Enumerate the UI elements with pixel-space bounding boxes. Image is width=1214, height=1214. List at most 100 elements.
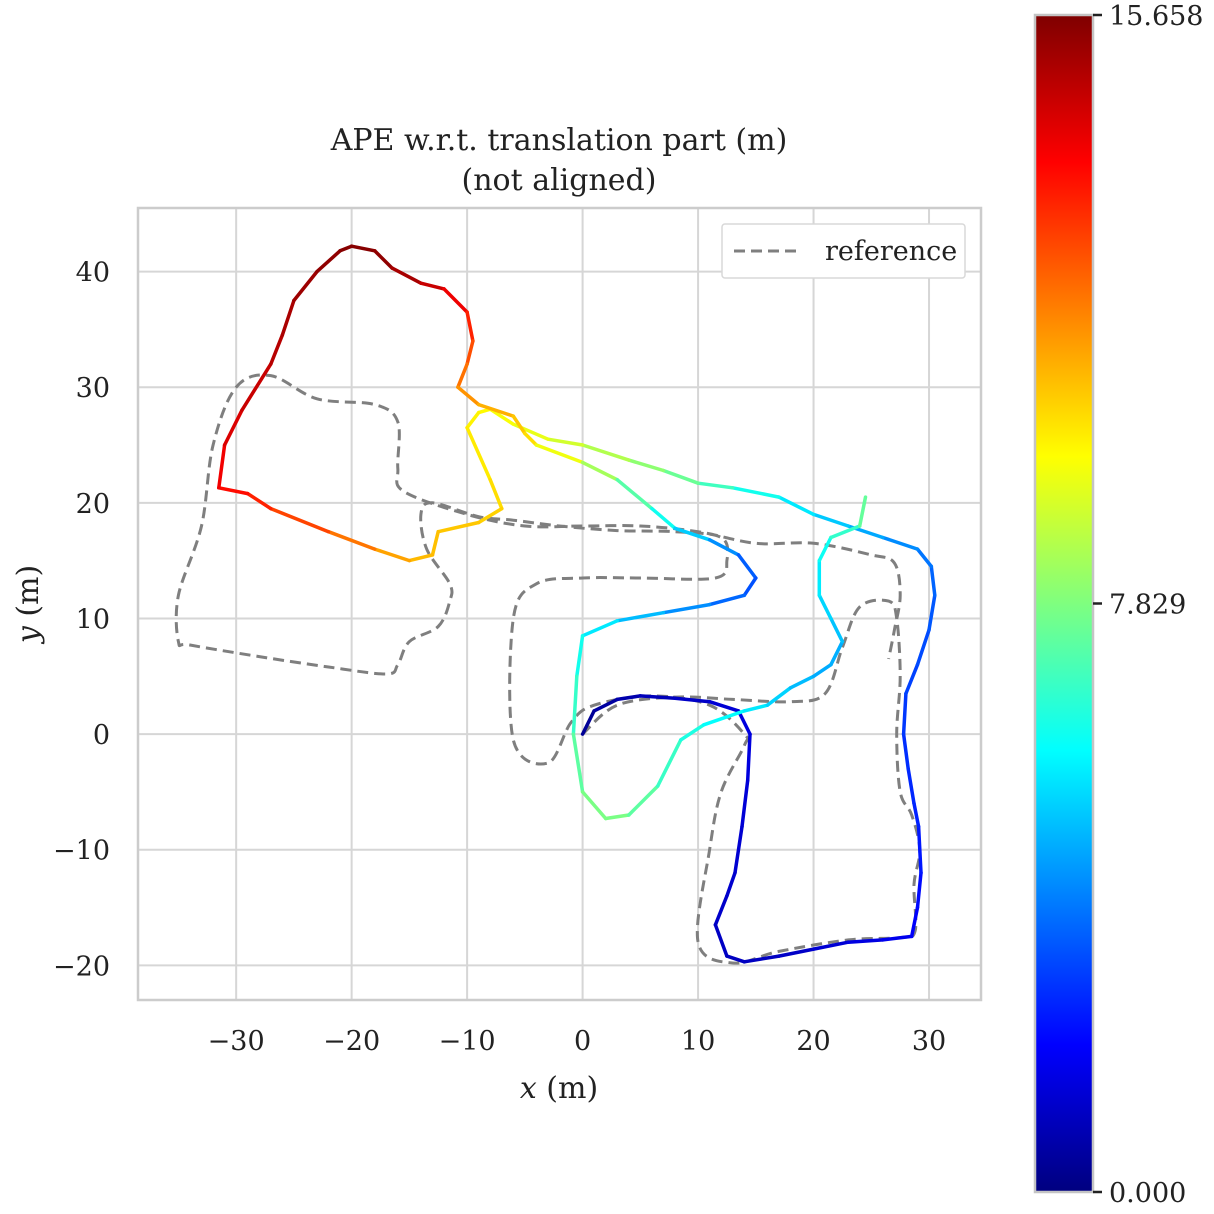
estimate-segment bbox=[650, 506, 677, 531]
estimate-segment bbox=[817, 535, 833, 563]
y-tick-label: 0 bbox=[93, 720, 110, 751]
estimate-segment bbox=[829, 524, 862, 540]
estimate-segment bbox=[742, 954, 781, 964]
estimate-segment bbox=[615, 694, 643, 702]
estimate-segment bbox=[742, 576, 758, 598]
estimate-segment bbox=[906, 767, 916, 806]
estimate-segment bbox=[627, 784, 660, 817]
estimate-segment bbox=[465, 339, 475, 366]
estimate-segment bbox=[736, 709, 752, 736]
estimate-segment bbox=[534, 443, 585, 465]
estimate-segment bbox=[679, 723, 706, 742]
reference-layer bbox=[174, 373, 922, 965]
estimate-segment bbox=[811, 940, 850, 951]
y-tick-label: 40 bbox=[76, 258, 110, 289]
y-tick-label: −20 bbox=[53, 951, 110, 982]
estimate-segment bbox=[571, 674, 579, 736]
y-tick-label: 20 bbox=[76, 489, 110, 520]
y-tick-label: 30 bbox=[76, 373, 110, 404]
estimate-segment bbox=[292, 269, 319, 303]
estimate-segment bbox=[777, 495, 816, 517]
estimate-segment bbox=[280, 298, 296, 337]
y-tick-labels: −20 −10 0 10 20 30 40 bbox=[53, 258, 110, 983]
estimate-segment bbox=[580, 619, 619, 638]
y-tick-label: −10 bbox=[53, 836, 110, 867]
estimate-segment bbox=[673, 696, 712, 704]
chart-title-line2: (not aligned) bbox=[462, 163, 657, 198]
x-tick-labels: −30 −20 −10 0 10 20 30 bbox=[208, 1026, 947, 1057]
legend-reference-label: reference bbox=[825, 236, 957, 267]
legend-box bbox=[721, 223, 966, 279]
x-tick-label: 20 bbox=[796, 1026, 830, 1057]
estimate-segment bbox=[725, 871, 737, 898]
estimate-segment bbox=[742, 703, 770, 713]
estimate-segment bbox=[707, 593, 747, 607]
estimate-segment bbox=[811, 512, 850, 528]
estimate-layer bbox=[217, 244, 937, 964]
estimate-segment bbox=[456, 362, 469, 389]
reference-trajectory bbox=[174, 373, 922, 965]
estimate-segment bbox=[765, 686, 793, 707]
estimate-segment bbox=[476, 407, 492, 415]
estimate-segment bbox=[661, 468, 700, 485]
estimate-segment bbox=[736, 553, 758, 580]
estimate-segment bbox=[571, 732, 585, 794]
estimate-segment bbox=[730, 486, 781, 499]
plot-area bbox=[138, 208, 981, 1000]
estimate-segment bbox=[349, 244, 377, 253]
estimate-segment bbox=[580, 460, 619, 482]
estimate-segment bbox=[580, 790, 608, 821]
estimate-segment bbox=[627, 458, 666, 473]
estimate-segment bbox=[436, 520, 481, 534]
y-axis-unit: (m) bbox=[11, 565, 46, 617]
colorbar-tick-label: 0.000 bbox=[1109, 1178, 1186, 1209]
estimate-segment bbox=[523, 431, 539, 447]
estimate-segment bbox=[909, 905, 920, 939]
estimate-segment bbox=[575, 634, 585, 679]
x-tick-label: −10 bbox=[439, 1026, 496, 1057]
x-axis-var: x bbox=[520, 1071, 537, 1106]
estimate-segment bbox=[829, 616, 845, 644]
estimate-segment bbox=[456, 385, 481, 407]
estimate-segment bbox=[707, 538, 741, 557]
estimate-segment bbox=[638, 694, 677, 700]
estimate-segment bbox=[696, 481, 735, 490]
estimate-segment bbox=[740, 778, 750, 829]
estimate-segment bbox=[713, 923, 729, 958]
estimate-segment bbox=[326, 529, 377, 551]
estimate-segment bbox=[580, 709, 596, 736]
estimate-segment bbox=[511, 414, 527, 436]
estimate-segment bbox=[846, 938, 885, 944]
estimate-segment bbox=[916, 824, 923, 875]
estimate-segment bbox=[915, 547, 934, 569]
estimate-segment bbox=[725, 954, 747, 964]
estimate-segment bbox=[615, 610, 666, 623]
chart-title-line1: APE w.r.t. translation part (m) bbox=[330, 123, 788, 158]
estimate-segment bbox=[901, 691, 908, 736]
estimate-segment bbox=[927, 593, 937, 632]
estimate-segment bbox=[901, 732, 910, 771]
y-axis-var: y bbox=[11, 625, 46, 645]
estimate-segment bbox=[580, 443, 631, 462]
estimate-segment bbox=[419, 281, 446, 291]
x-axis-label: x (m) bbox=[520, 1071, 598, 1106]
estimate-segment bbox=[240, 362, 273, 413]
estimate-segment bbox=[269, 506, 331, 534]
estimate-segment bbox=[788, 674, 816, 690]
estimate-segment bbox=[390, 266, 423, 285]
estimate-segment bbox=[929, 564, 937, 598]
estimate-segment bbox=[655, 738, 683, 788]
colorbar-tick-label: 7.829 bbox=[1109, 590, 1186, 621]
y-tick-label: 10 bbox=[76, 604, 110, 635]
estimate-segment bbox=[488, 477, 504, 511]
estimate-segment bbox=[476, 506, 504, 525]
y-axis-label: y (m) bbox=[11, 565, 46, 645]
x-tick-label: −30 bbox=[208, 1026, 265, 1057]
estimate-segment bbox=[857, 495, 868, 528]
estimate-segment bbox=[430, 529, 440, 557]
estimate-segment bbox=[707, 699, 741, 713]
estimate-segment bbox=[881, 934, 914, 942]
estimate-segment bbox=[881, 535, 920, 551]
estimate-segment bbox=[372, 249, 394, 270]
